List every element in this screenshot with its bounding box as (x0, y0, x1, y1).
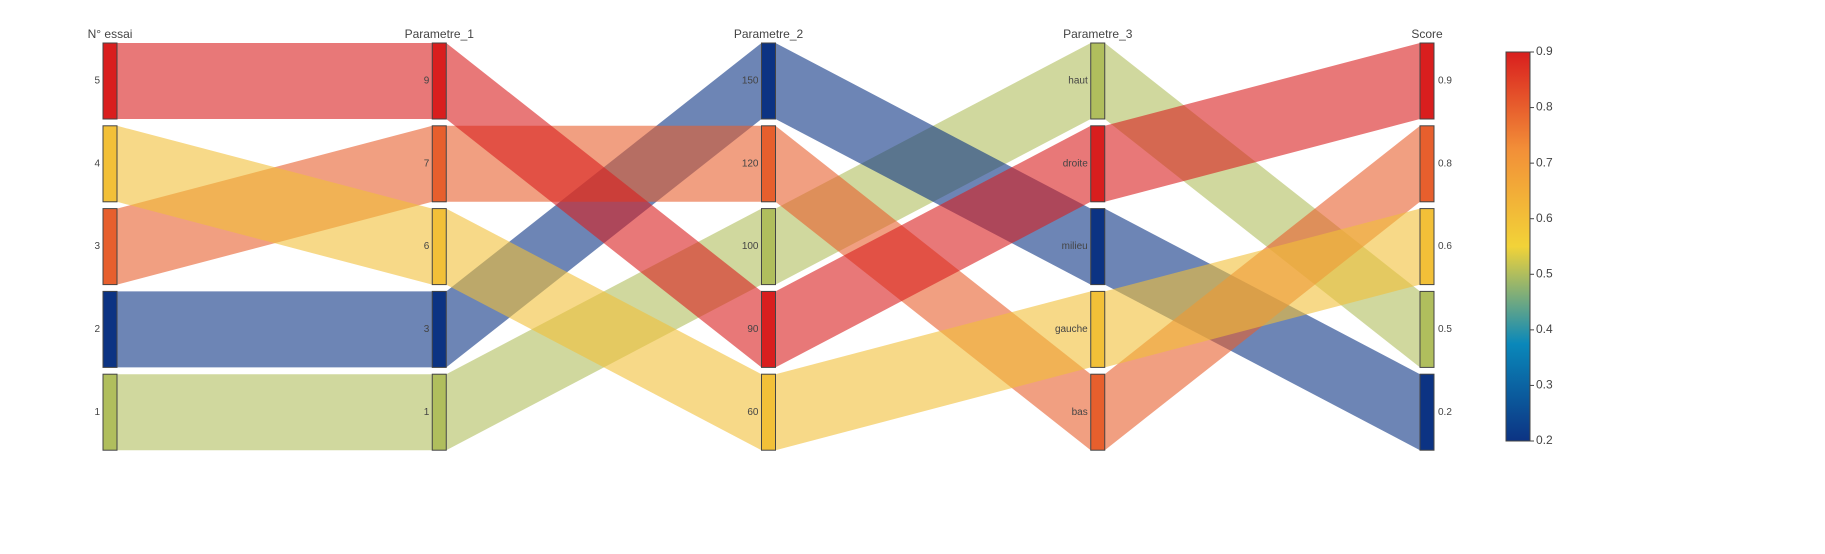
category-bar (761, 373, 776, 451)
colorbar-tick-label: 0.8 (1536, 100, 1553, 114)
category-label: 5 (94, 76, 100, 87)
category-label: 3 (94, 241, 100, 252)
category-label: 0.2 (1438, 407, 1452, 418)
category-bar (761, 42, 776, 120)
category-bar (431, 208, 447, 286)
bars (102, 42, 1435, 451)
category-bar (102, 290, 118, 368)
category-label: 150 (742, 76, 759, 87)
category-label: 0.8 (1438, 158, 1452, 169)
category-bar (761, 125, 776, 203)
category-label: droite (1063, 158, 1088, 169)
category-bar (431, 290, 447, 368)
ribbon (1104, 208, 1420, 368)
category-bar (431, 373, 447, 451)
ribbon (446, 208, 762, 451)
category-label: 7 (424, 158, 430, 169)
category-label: gauche (1055, 324, 1088, 335)
category-label: 0.6 (1438, 241, 1452, 252)
category-label: 0.5 (1438, 324, 1452, 335)
category-bar (431, 42, 447, 120)
category-bar (1090, 208, 1106, 286)
category-label: 120 (742, 158, 759, 169)
category-bar (1419, 42, 1435, 120)
dimension-label: Parametre_1 (405, 27, 475, 41)
colorbar-tick-label: 0.2 (1536, 433, 1553, 447)
ribbon (775, 291, 1091, 451)
category-label: 9 (424, 76, 430, 87)
category-bar (1090, 42, 1106, 120)
category-bar (431, 125, 447, 203)
category-bar (1090, 125, 1106, 203)
colorbar: 0.2 0.3 0.4 0.5 0.6 0.7 0.8 0.9 (1505, 44, 1553, 447)
category-label: 90 (747, 324, 759, 335)
category-bar (102, 125, 118, 203)
dimension-label: N° essai (88, 27, 133, 41)
category-label: bas (1072, 407, 1088, 418)
category-bar (1419, 373, 1435, 451)
colorbar-tick-label: 0.7 (1536, 155, 1553, 169)
ribbon (117, 43, 433, 119)
colorbar-tick-label: 0.5 (1536, 266, 1553, 280)
colorbar-tick-label: 0.3 (1536, 378, 1553, 392)
category-label: 100 (742, 241, 759, 252)
category-label: 60 (747, 407, 759, 418)
colorbar-tick-label: 0.6 (1536, 211, 1553, 225)
category-label: milieu (1062, 241, 1088, 252)
category-label: 1 (94, 407, 100, 418)
dimension-label: Parametre_3 (1063, 27, 1133, 41)
category-bar (102, 208, 118, 286)
category-label: 0.9 (1438, 76, 1452, 87)
ribbon (117, 291, 433, 368)
ribbon (1104, 208, 1420, 451)
colorbar-tick-label: 0.9 (1536, 44, 1553, 58)
category-bar (1090, 373, 1106, 451)
category-label: 3 (424, 324, 430, 335)
dimension-label: Parametre_2 (734, 27, 804, 41)
category-label: 6 (424, 241, 430, 252)
category-label: haut (1068, 76, 1088, 87)
category-bar (1090, 290, 1106, 368)
ribbon (1104, 43, 1420, 202)
ribbons (117, 43, 1420, 451)
category-bar (1419, 125, 1435, 203)
colorbar-rect (1505, 51, 1531, 442)
category-label: 1 (424, 407, 430, 418)
category-label: 2 (94, 324, 100, 335)
category-bar (1419, 208, 1435, 286)
ribbon (775, 125, 1091, 368)
ribbon (117, 374, 433, 451)
category-bar (1419, 290, 1435, 368)
category-bar (102, 42, 118, 120)
labels: N° essai 5 4 3 2 1 Parametre_1 9 7 6 3 1 Parametre_2… (88, 27, 1453, 418)
colorbar-tick-label: 0.4 (1536, 322, 1553, 336)
ribbon (117, 125, 433, 285)
dimension-label: Score (1411, 27, 1443, 41)
category-bar (102, 373, 118, 451)
category-label: 4 (94, 158, 100, 169)
category-bar (761, 208, 776, 286)
ribbon (446, 43, 762, 368)
category-bar (761, 290, 776, 368)
